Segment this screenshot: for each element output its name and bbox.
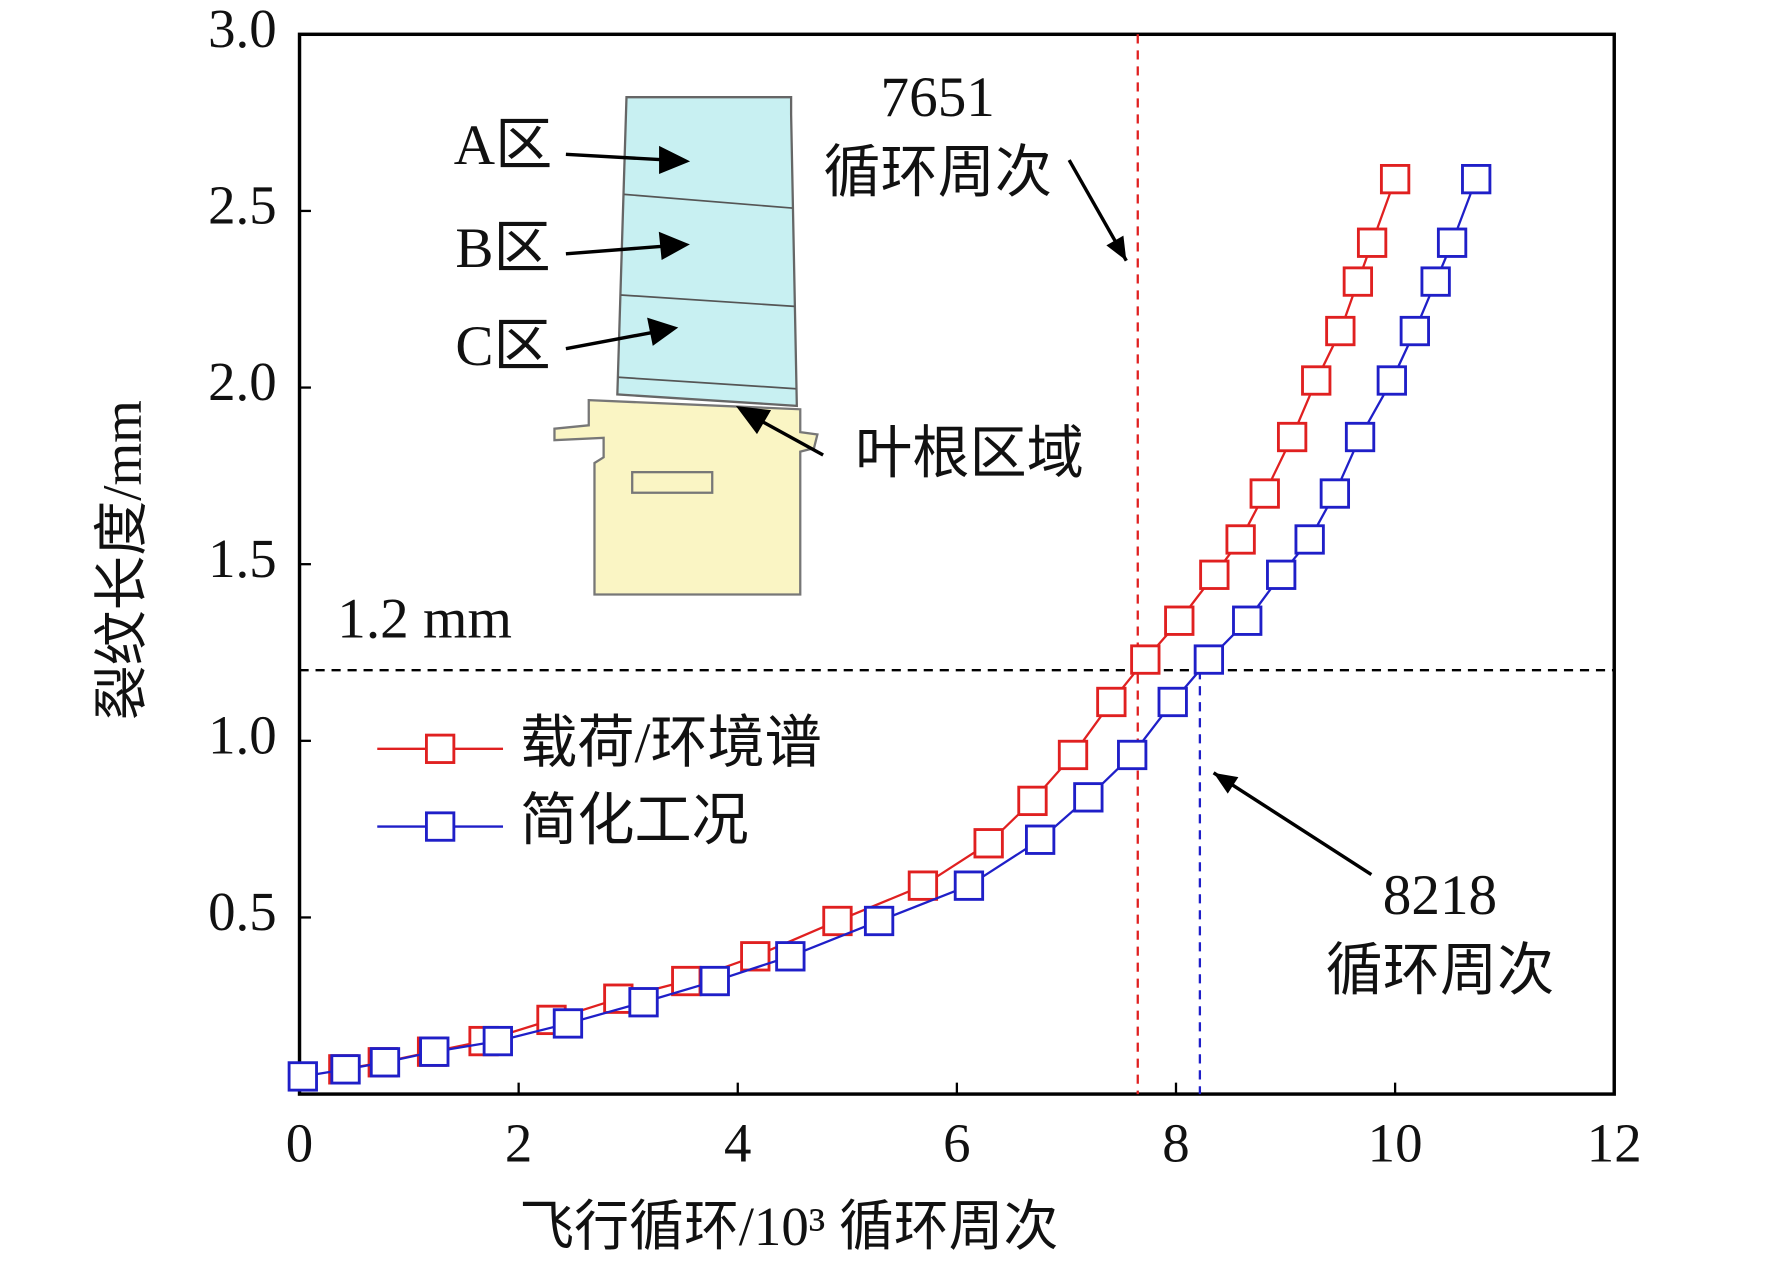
data-point xyxy=(330,1054,361,1085)
data-point xyxy=(482,1025,513,1057)
x-tick-label: 12 xyxy=(1587,1113,1642,1174)
data-point xyxy=(1249,478,1280,509)
reference-label: 7651 xyxy=(881,66,995,129)
data-point xyxy=(1342,266,1374,297)
x-tick-label: 2 xyxy=(505,1113,532,1174)
y-axis-label: 裂纹长度/mm xyxy=(92,400,153,720)
data-point xyxy=(1157,686,1188,718)
x-tick-label: 4 xyxy=(724,1113,751,1174)
y-tick-label: 2.0 xyxy=(208,351,277,412)
zone-divider xyxy=(624,193,793,209)
inset-arrows xyxy=(565,145,824,457)
data-point xyxy=(1073,782,1104,813)
x-axis-label: 飞行循环/10³ 循环周次 xyxy=(519,1196,1058,1257)
x-tick-label: 6 xyxy=(943,1113,970,1174)
data-point xyxy=(1225,524,1256,555)
data-point xyxy=(1130,644,1161,675)
data-point xyxy=(419,1036,450,1067)
data-point xyxy=(863,905,895,937)
data-point xyxy=(907,870,939,901)
data-point xyxy=(1164,605,1195,636)
data-point xyxy=(1301,365,1332,396)
data-point xyxy=(953,870,985,901)
data-point xyxy=(628,987,659,1018)
data-point xyxy=(1319,478,1351,509)
legend-label: 简化工况 xyxy=(520,790,749,853)
data-point xyxy=(699,965,730,997)
data-point xyxy=(287,1061,318,1092)
data-point xyxy=(1379,163,1411,195)
blade-inset xyxy=(553,96,824,596)
data-point xyxy=(1096,686,1127,718)
data-point xyxy=(1266,559,1297,590)
data-point xyxy=(1376,365,1407,396)
data-point xyxy=(1199,559,1230,590)
data-point xyxy=(1436,227,1468,258)
data-point xyxy=(671,965,702,997)
reference-label: 8218 xyxy=(1383,864,1497,927)
arrow-head xyxy=(1106,235,1127,261)
reference-note: 循环周次 xyxy=(1326,939,1555,1002)
data-point xyxy=(1420,266,1451,297)
threshold-label: 1.2 mm xyxy=(337,588,512,651)
data-point xyxy=(1276,421,1308,453)
legend-marker xyxy=(424,733,456,764)
data-point xyxy=(775,941,806,972)
blade-airfoil xyxy=(616,96,798,408)
data-point xyxy=(1117,739,1148,771)
data-point xyxy=(552,1008,584,1039)
data-point xyxy=(1325,315,1356,347)
blade-root xyxy=(553,398,819,596)
annotation-arrow xyxy=(1212,771,1373,877)
x-tick-label: 8 xyxy=(1162,1113,1189,1174)
root-slot xyxy=(631,471,714,494)
data-point xyxy=(1294,524,1325,555)
inset-label: C区 xyxy=(455,315,550,378)
data-point xyxy=(973,828,1004,859)
legend-label: 载荷/环境谱 xyxy=(520,712,822,775)
data-point xyxy=(1232,605,1263,636)
data-point xyxy=(369,1047,401,1078)
zone-divider xyxy=(618,376,796,390)
y-tick-label: 0.5 xyxy=(208,881,277,942)
data-point xyxy=(822,905,853,937)
arrow-head xyxy=(1213,772,1239,794)
data-point xyxy=(1193,644,1225,675)
inset-label: 叶根区域 xyxy=(855,423,1084,486)
data-point xyxy=(1344,421,1376,453)
reference-note: 循环周次 xyxy=(823,141,1052,204)
legend-marker xyxy=(424,811,456,842)
inset-label: A区 xyxy=(454,114,552,177)
zone-divider xyxy=(620,294,795,308)
y-tick-label: 1.5 xyxy=(208,528,277,589)
data-point xyxy=(1057,739,1089,771)
data-point xyxy=(1024,824,1056,855)
x-tick-label: 0 xyxy=(286,1113,313,1174)
inset-label: B区 xyxy=(455,217,550,280)
data-point xyxy=(740,941,771,972)
data-point xyxy=(1399,315,1430,347)
data-point xyxy=(1356,227,1388,258)
y-tick-label: 2.5 xyxy=(208,175,277,236)
x-tick-label: 10 xyxy=(1368,1113,1423,1174)
y-tick-label: 1.0 xyxy=(208,704,277,765)
y-tick-label: 3.0 xyxy=(208,0,277,59)
data-point xyxy=(1017,785,1048,817)
data-point xyxy=(1461,163,1492,195)
